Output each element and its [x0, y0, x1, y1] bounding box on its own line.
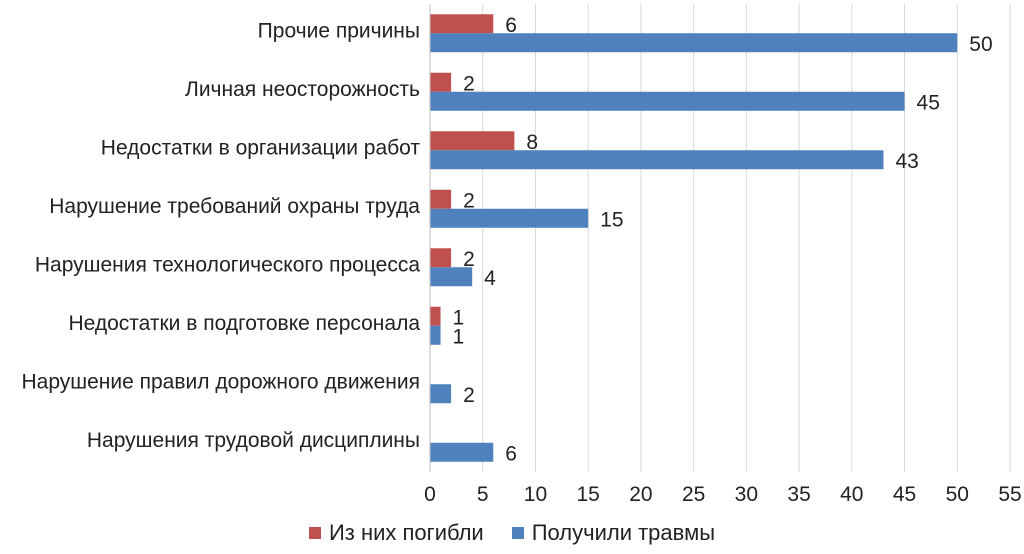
data-label: 45	[917, 91, 940, 114]
bar	[430, 131, 515, 151]
bar	[430, 208, 589, 228]
data-label: 4	[484, 267, 496, 290]
bar	[430, 306, 441, 326]
category-label: Личная неосторожность	[185, 78, 420, 101]
category-label: Недостатки в организации работ	[101, 136, 421, 159]
category-label: Прочие причины	[258, 19, 420, 42]
data-label: 50	[969, 33, 992, 56]
bar	[430, 384, 452, 404]
data-label: 2	[463, 248, 475, 271]
x-axis: 0 5 10 15 20 25 30 35 40 45 50 55	[424, 4, 1022, 506]
x-tick-label: 35	[787, 483, 810, 506]
bar	[430, 33, 958, 53]
bar	[430, 14, 494, 34]
gridlines	[429, 4, 1011, 472]
data-label: 2	[463, 384, 475, 407]
x-tick-label: 10	[524, 483, 547, 506]
x-tick-label: 50	[946, 483, 969, 506]
legend-swatch-deaths	[308, 527, 321, 539]
category-label: Нарушения трудовой дисциплины	[87, 429, 420, 452]
legend-item-injured: Получили травмы	[511, 520, 716, 546]
data-label: 1	[453, 306, 465, 329]
bar	[430, 72, 452, 92]
data-label: 8	[526, 131, 538, 154]
data-label: 6	[505, 14, 517, 37]
x-tick-label: 5	[477, 483, 489, 506]
data-label: 43	[895, 150, 918, 173]
bar	[430, 325, 441, 345]
x-tick-label: 25	[682, 483, 705, 506]
x-tick-label: 55	[998, 483, 1021, 506]
x-tick-label: 20	[629, 483, 652, 506]
category-labels: Прочие причины Личная неосторожность Недос…	[21, 19, 420, 452]
data-label: 2	[463, 72, 475, 95]
x-tick-label: 45	[893, 483, 916, 506]
category-label: Недостатки в подготовке персонала	[68, 312, 420, 335]
data-label: 1	[453, 325, 465, 348]
data-label: 2	[463, 189, 475, 212]
data-label: 6	[505, 442, 517, 465]
x-tick-label: 15	[577, 483, 600, 506]
category-label: Нарушения технологического процесса	[35, 253, 420, 276]
category-label: Нарушение правил дорожного движения	[21, 370, 420, 393]
data-label: 15	[600, 208, 623, 231]
legend-label-injured: Получили травмы	[531, 520, 716, 545]
bar	[430, 248, 452, 268]
x-tick-label: 0	[424, 483, 436, 506]
x-tick-label: 30	[735, 483, 758, 506]
bar	[430, 91, 905, 111]
bar	[430, 442, 494, 462]
legend-item-deaths: Из них погибли	[308, 520, 484, 546]
x-tick-label: 40	[840, 483, 863, 506]
legend-label-deaths: Из них погибли	[328, 520, 484, 545]
legend-swatch-injured	[511, 527, 524, 539]
legend: Из них погибли Получили травмы	[0, 520, 1024, 546]
bar	[430, 150, 884, 170]
bar	[430, 267, 473, 287]
category-label: Нарушение требований охраны труда	[49, 195, 420, 218]
bar	[430, 189, 452, 209]
